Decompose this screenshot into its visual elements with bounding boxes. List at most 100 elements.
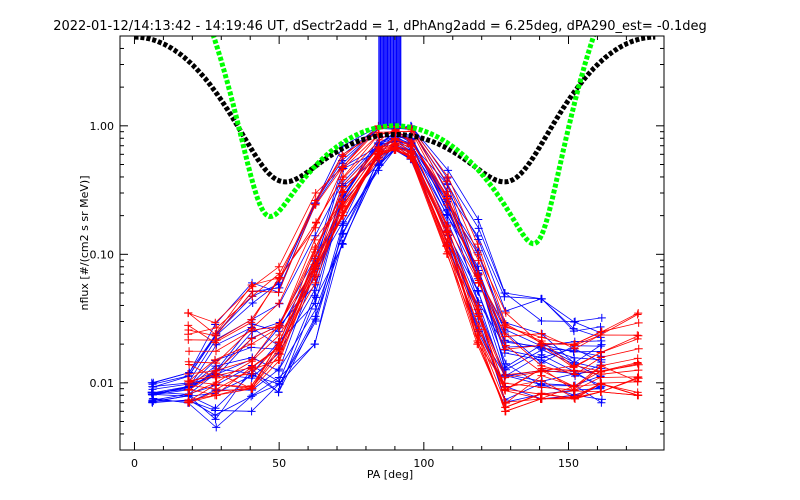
y-tick-label: 0.10 <box>90 248 115 261</box>
series-point-blue <box>442 210 451 219</box>
series-point-red <box>473 240 482 249</box>
series-point-red <box>501 332 510 341</box>
series-point-red <box>211 318 220 327</box>
series-point-red <box>374 153 383 162</box>
series-point-red <box>248 362 257 371</box>
series-point-red <box>501 399 510 408</box>
series-point-blue <box>185 368 194 377</box>
series-point-red <box>247 384 256 393</box>
series-point-red <box>596 331 605 340</box>
series-point-red <box>275 322 284 331</box>
series-point-red <box>275 299 284 308</box>
x-axis-label: PA [deg] <box>367 468 413 481</box>
series-point-red <box>248 355 257 364</box>
series-point-blue <box>148 380 157 389</box>
series-point-red <box>537 383 546 392</box>
series-point-blue <box>148 390 157 399</box>
y-axis-label: nflux [#/(cm2 s sr MeV)] <box>78 176 91 311</box>
series-point-red <box>444 172 453 181</box>
series-point-red <box>311 218 320 227</box>
series-point-red <box>248 287 257 296</box>
series-point-red <box>274 288 283 297</box>
series-point-red <box>211 347 220 356</box>
series-point-red <box>538 364 547 373</box>
series-point-red <box>185 347 194 356</box>
series-point-red <box>210 355 219 364</box>
series-point-red <box>501 308 510 317</box>
data-layer <box>134 36 656 432</box>
series-point-red <box>184 396 193 405</box>
series-point-blue <box>537 294 546 303</box>
series-point-red <box>247 357 256 366</box>
series-point-red <box>338 163 347 172</box>
series-point-blue <box>149 378 158 387</box>
series-point-red <box>634 372 643 381</box>
series-point-blue <box>275 365 284 374</box>
series-point-blue <box>274 388 283 397</box>
series-point-blue <box>597 398 606 407</box>
series-point-red <box>443 187 452 196</box>
series-point-red <box>338 175 347 184</box>
series-point-blue <box>537 353 546 362</box>
series-point-blue <box>275 379 284 388</box>
series-point-red <box>597 380 606 389</box>
series-red-1 <box>183 121 643 416</box>
series-point-blue <box>338 221 347 230</box>
series-point-red <box>407 150 416 159</box>
series-point-blue <box>211 415 220 424</box>
series-point-red <box>570 341 579 350</box>
series-point-red <box>247 334 256 343</box>
series-point-red <box>247 369 256 378</box>
axes-frame <box>119 35 665 451</box>
series-line-red <box>187 137 638 391</box>
x-tick-label: 150 <box>558 457 579 470</box>
series-point-blue <box>571 317 580 326</box>
series-point-red <box>337 182 346 191</box>
series-point-red <box>570 361 579 370</box>
model-curve-green-line <box>210 36 597 247</box>
x-tick-label: 0 <box>131 457 138 470</box>
series-point-blue <box>247 407 256 416</box>
series-point-red <box>443 194 452 203</box>
series-point-red <box>537 341 546 350</box>
series-line-red <box>188 144 638 391</box>
series-point-red <box>310 245 319 254</box>
series-point-red <box>338 211 347 220</box>
series-point-red <box>596 348 605 357</box>
series-point-blue <box>597 395 606 404</box>
series-point-red <box>474 278 483 287</box>
series-point-red <box>634 318 643 327</box>
series-point-red <box>634 344 643 353</box>
tick-labels: 0 50 100 150 0.01 0.10 1.00 <box>90 120 580 470</box>
series-point-red <box>633 373 642 382</box>
series-point-red <box>275 345 284 354</box>
series-line-blue <box>152 143 601 401</box>
y-tick-label: 0.01 <box>90 377 115 390</box>
chart-title: 2022-01-12/14:13:42 - 14:19:46 UT, dSect… <box>53 19 707 34</box>
series-line-blue <box>152 125 601 385</box>
series-point-red <box>474 256 483 265</box>
series-point-red <box>184 308 193 317</box>
series-point-blue <box>597 340 606 349</box>
model-curve-black <box>134 36 656 185</box>
x-tick-label: 100 <box>413 457 434 470</box>
series-line-red <box>188 149 638 412</box>
series-point-red <box>537 390 546 399</box>
series-point-red <box>184 335 193 344</box>
series-vertical-bars <box>378 36 402 126</box>
series-point-red <box>212 336 221 345</box>
series-point-red <box>633 388 642 397</box>
series-point-blue <box>211 406 220 415</box>
series-point-blue <box>597 313 606 322</box>
series-point-red <box>391 127 400 136</box>
series-line-red <box>188 142 638 388</box>
series-point-red <box>184 386 193 395</box>
series-point-red <box>212 359 221 368</box>
series-point-blue <box>473 231 482 240</box>
y-tick-label: 1.00 <box>90 120 115 133</box>
series-point-red <box>184 369 192 378</box>
series-point-red <box>311 189 320 198</box>
series-point-red <box>571 370 580 379</box>
